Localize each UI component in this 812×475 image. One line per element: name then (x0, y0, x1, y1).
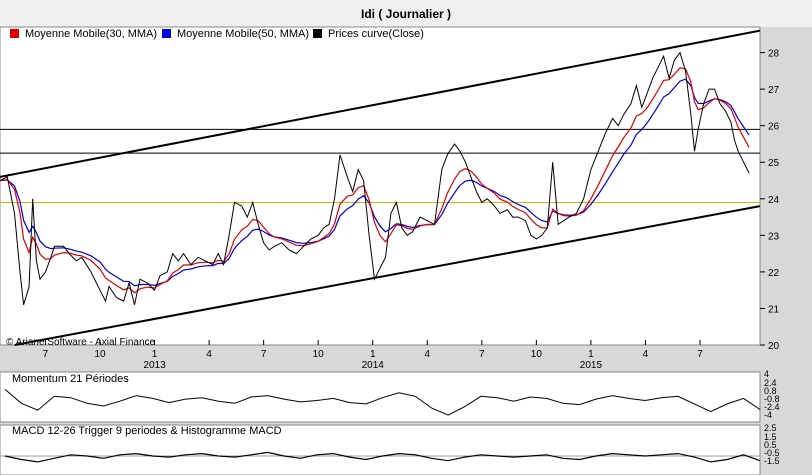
momentum-title: Momentum 21 Périodes (12, 373, 129, 385)
x-tick-label: 10 (313, 349, 325, 360)
momentum-y-tick-label: -4 (764, 410, 772, 420)
x-year-label: 2013 (143, 360, 166, 371)
y-tick-label: 27 (768, 85, 780, 96)
macd-y-tick-label: -1.5 (764, 456, 780, 466)
legend-swatch-mma50 (162, 29, 171, 38)
y-tick-label: 28 (768, 49, 780, 60)
legend-swatch-close (313, 29, 322, 38)
y-tick-label: 24 (768, 195, 780, 206)
macd-y-tick-label: -0.5 (764, 448, 780, 458)
price-panel: Moyenne Mobile(30, MMA) Moyenne Mobile(5… (0, 26, 780, 371)
x-tick-label: 1 (370, 349, 376, 360)
macd-y-tick-label: 2.5 (764, 423, 777, 433)
x-tick-label: 10 (94, 349, 106, 360)
momentum-panel: Momentum 21 Périodes 42.40.8-0.8-2.4-4 (0, 369, 780, 423)
macd-y-tick-label: 1.5 (764, 432, 777, 442)
x-tick-label: 4 (206, 349, 212, 360)
macd-title: MACD 12-26 Trigger 9 periodes & Histogra… (12, 425, 282, 437)
y-tick-label: 25 (768, 158, 780, 169)
mma30-series-line (0, 67, 750, 294)
x-tick-label: 7 (479, 349, 485, 360)
price-plot-area (0, 26, 761, 346)
legend-label-mma30: Moyenne Mobile(30, MMA) (25, 28, 157, 40)
y-tick-label: 21 (768, 304, 780, 315)
momentum-y-tick-label: 2.4 (764, 378, 777, 388)
macd-panel: MACD 12-26 Trigger 9 periodes & Histogra… (0, 423, 780, 475)
x-tick-label: 4 (643, 349, 649, 360)
y-tick-label: 20 (768, 341, 780, 352)
macd-series-line (4, 451, 761, 463)
channel-lower-line (14, 205, 761, 346)
copyright-text: © Ariane Software - Axial Finance (6, 337, 156, 348)
close-series-line (0, 51, 750, 305)
channel-upper-line (0, 29, 761, 178)
x-tick-label: 4 (424, 349, 430, 360)
momentum-y-tick-label: -2.4 (764, 402, 780, 412)
y-tick-label: 23 (768, 231, 780, 242)
momentum-y-tick-label: 0.8 (764, 386, 777, 396)
momentum-y-tick-label: 4 (764, 369, 769, 379)
x-tick-label: 7 (697, 349, 703, 360)
legend: Moyenne Mobile(30, MMA) Moyenne Mobile(5… (10, 28, 424, 40)
y-tick-label: 26 (768, 122, 780, 133)
momentum-y-tick-label: -0.8 (764, 394, 780, 404)
macd-plot-area (0, 424, 761, 475)
x-year-label: 2015 (580, 360, 603, 371)
macd-y-tick-label: 0.5 (764, 440, 777, 450)
x-year-label: 2014 (362, 360, 385, 371)
momentum-series-line (4, 389, 761, 416)
y-tick-label: 22 (768, 268, 780, 279)
legend-swatch-mma30 (10, 29, 19, 38)
x-tick-label: 7 (261, 349, 267, 360)
title-bar (0, 0, 812, 27)
x-tick-label: 1 (152, 349, 158, 360)
legend-label-close: Prices curve(Close) (328, 28, 424, 40)
momentum-plot-area (0, 371, 761, 423)
chart-title: Idi ( Journalier ) (361, 7, 451, 21)
mma50-series-line (0, 78, 750, 287)
x-tick-label: 7 (43, 349, 49, 360)
x-tick-label: 1 (588, 349, 594, 360)
legend-label-mma50: Moyenne Mobile(50, MMA) (177, 28, 309, 40)
x-tick-label: 10 (531, 349, 543, 360)
